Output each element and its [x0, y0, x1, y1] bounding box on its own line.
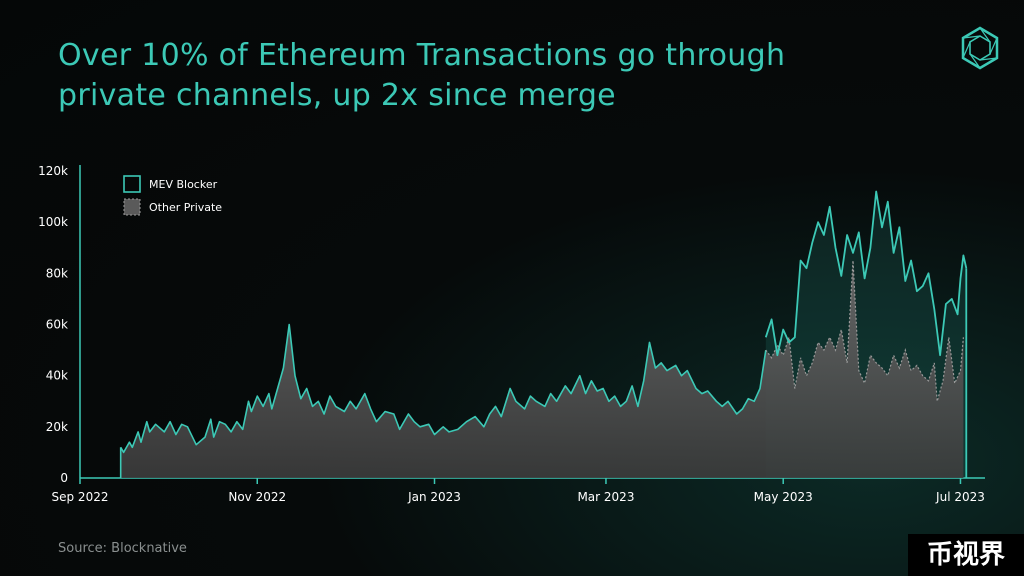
y-tick-label: 20k [46, 420, 68, 434]
x-tick-label: May 2023 [754, 490, 813, 504]
other-private-line [120, 323, 767, 454]
y-axis: 0 20k 40k 60k 80k 100k 120k [38, 164, 81, 485]
watermark: 币视界 [908, 534, 1024, 576]
title-line-1: Over 10% of Ethereum Transactions go thr… [58, 38, 786, 73]
x-tick-label: Mar 2023 [577, 490, 634, 504]
source-note: Source: Blocknative [58, 541, 187, 556]
other-private-area [120, 260, 964, 478]
x-tick-label: Jul 2023 [935, 490, 985, 504]
y-tick-label: 100k [38, 215, 68, 229]
y-tick-label: 120k [38, 164, 68, 178]
y-tick-label: 80k [46, 266, 68, 280]
y-tick-label: 0 [60, 471, 68, 485]
y-tick-label: 40k [46, 369, 68, 383]
x-axis: Sep 2022 Nov 2022 Jan 2023 Mar 2023 May 2023… [52, 477, 985, 504]
legend-label-other-private: Other Private [149, 201, 222, 214]
legend: MEV Blocker Other Private [123, 175, 222, 216]
x-tick-label: Jan 2023 [407, 490, 461, 504]
legend-label-mev-blocker: MEV Blocker [149, 178, 218, 191]
legend-swatch-other-private [123, 198, 141, 216]
x-tick-label: Nov 2022 [228, 490, 286, 504]
mev-blocker-line [764, 190, 968, 357]
series-layer [119, 190, 968, 478]
page-title: Over 10% of Ethereum Transactions go thr… [58, 36, 918, 116]
x-tick-label: Sep 2022 [52, 490, 109, 504]
y-tick-label: 60k [46, 318, 68, 332]
legend-swatch-mev-blocker [123, 175, 141, 193]
hexagon-logo-icon [961, 26, 999, 70]
title-line-2: private channels, up 2x since merge [58, 78, 616, 113]
other-private-line-dashed [765, 260, 964, 402]
